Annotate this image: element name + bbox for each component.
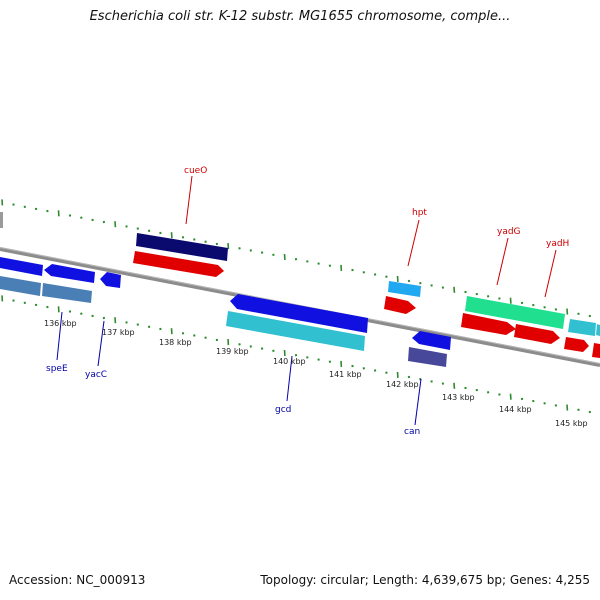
topology-summary: Topology: circular; Length: 4,639,675 bp… (260, 573, 590, 587)
leader-yacC (97, 320, 105, 367)
tick-label: 138 kbp (159, 338, 192, 347)
tick-label: 137 kbp (102, 328, 135, 337)
leader-yadH (544, 249, 557, 298)
lower-tick-track (1, 295, 591, 414)
feature-cyan-edge[interactable] (596, 324, 600, 336)
leader-yadG (496, 237, 509, 286)
feature-hpt-upper[interactable] (388, 281, 421, 297)
gene-label-cueO[interactable]: cueO (184, 166, 207, 176)
gene-label-gcd[interactable]: gcd (275, 405, 291, 415)
feature-cueO[interactable] (133, 251, 224, 277)
feature-hpt[interactable] (384, 296, 416, 314)
feature-yadH[interactable] (514, 324, 560, 344)
feature-red-right-a[interactable] (564, 337, 589, 352)
tick-label: 143 kbp (442, 393, 475, 402)
tick-label: 144 kbp (499, 405, 532, 414)
gene-labels: cueO hpt yadG yadH speE yacC gcd can (46, 166, 569, 437)
feature-yadG[interactable] (461, 313, 516, 335)
gene-label-hpt[interactable]: hpt (412, 208, 427, 218)
feature-can[interactable] (412, 331, 451, 350)
feature-steel-b[interactable] (42, 283, 92, 303)
tick-label: 142 kbp (386, 380, 419, 389)
axis-tick-labels: 136 kbp 137 kbp 138 kbp 139 kbp 140 kbp … (44, 319, 588, 428)
feature-grey-left[interactable] (0, 212, 3, 228)
feature-layer[interactable] (0, 212, 600, 367)
leader-hpt (407, 219, 420, 267)
feature-blue-arrow-b[interactable] (44, 264, 95, 283)
feature-can-slate[interactable] (408, 347, 447, 367)
leader-gcd (286, 355, 293, 402)
feature-speE-blue[interactable] (0, 257, 43, 276)
feature-cyan-right[interactable] (568, 319, 596, 336)
tick-label: 141 kbp (329, 370, 362, 379)
tick-label: 140 kbp (273, 357, 306, 366)
feature-yadG-upper[interactable] (465, 296, 565, 329)
gene-label-can[interactable]: can (404, 427, 420, 437)
leader-cueO (185, 175, 193, 225)
upper-tick-track (1, 199, 591, 318)
gene-label-yacC[interactable]: yacC (85, 370, 107, 380)
tick-label: 145 kbp (555, 419, 588, 428)
map-title: Escherichia coli str. K-12 substr. MG165… (89, 9, 511, 24)
leader-speE (56, 311, 63, 361)
feature-yacC[interactable] (100, 272, 121, 288)
accession-text: Accession: NC_000913 (9, 573, 146, 587)
gene-label-speE[interactable]: speE (46, 364, 68, 374)
gene-label-yadH[interactable]: yadH (546, 239, 569, 249)
leader-can (414, 378, 422, 426)
tick-label: 139 kbp (216, 347, 249, 356)
feature-steel-a[interactable] (0, 276, 41, 296)
feature-red-right-b[interactable] (592, 343, 600, 358)
tick-label: 136 kbp (44, 319, 77, 328)
feature-cueO-upper[interactable] (136, 233, 228, 261)
gene-label-yadG[interactable]: yadG (497, 227, 521, 237)
feature-gcd-cyan[interactable] (226, 311, 365, 351)
feature-gcd[interactable] (230, 294, 368, 333)
